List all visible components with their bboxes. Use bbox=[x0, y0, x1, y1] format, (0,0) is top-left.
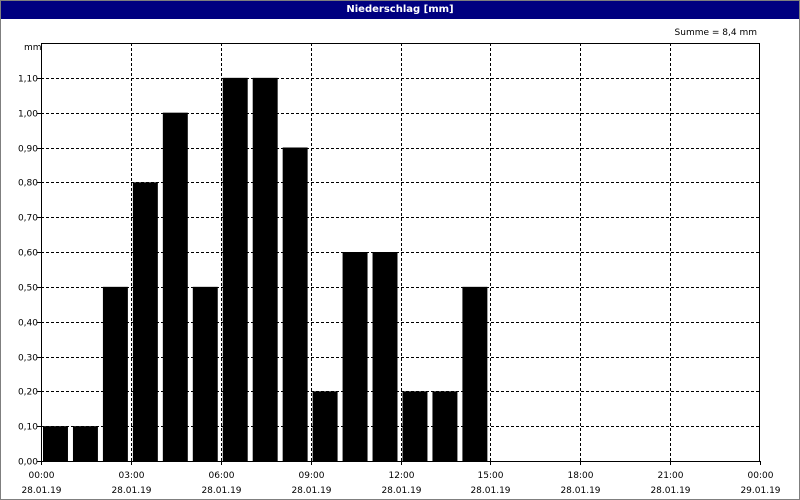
plot-frame bbox=[41, 43, 760, 462]
y-tick-label: 0,40 bbox=[18, 319, 38, 329]
precipitation-bar bbox=[162, 112, 188, 462]
x-tick-date-label: 28.01.19 bbox=[201, 486, 241, 496]
precipitation-bar bbox=[72, 426, 98, 461]
y-tick-label: 0,70 bbox=[18, 214, 38, 224]
precipitation-bar bbox=[102, 286, 128, 461]
y-axis-unit-label: mm bbox=[24, 43, 42, 53]
x-tick-time-label: 09:00 bbox=[299, 471, 325, 481]
precipitation-bar bbox=[432, 391, 458, 461]
precipitation-bar bbox=[252, 77, 278, 461]
precipitation-bar bbox=[132, 182, 158, 462]
y-tick-label: 1,00 bbox=[18, 110, 38, 120]
x-tick-time-label: 21:00 bbox=[658, 471, 684, 481]
y-tick-label: 0,60 bbox=[18, 249, 38, 259]
x-tick-time-label: 03:00 bbox=[119, 471, 145, 481]
x-tick-time-label: 06:00 bbox=[209, 471, 235, 481]
precipitation-bar bbox=[372, 252, 398, 461]
precipitation-bar bbox=[402, 391, 428, 461]
x-tick-date-label: 28.01.19 bbox=[560, 486, 600, 496]
x-tick-date-label: 28.01.19 bbox=[470, 486, 510, 496]
x-tick-time-label: 00:00 bbox=[29, 471, 55, 481]
precipitation-bar bbox=[43, 426, 68, 461]
window-title: Niederschlag [mm] bbox=[1, 1, 799, 19]
precipitation-bar bbox=[282, 147, 308, 461]
sum-annotation: Summe = 8,4 mm bbox=[675, 28, 757, 38]
x-tick-time-label: 00:00 bbox=[748, 471, 774, 481]
x-tick-date-label: 28.01.19 bbox=[291, 486, 331, 496]
x-tick-date-label: 28.01.19 bbox=[381, 486, 421, 496]
y-tick-label: 0,20 bbox=[18, 388, 38, 398]
precipitation-bar bbox=[342, 252, 368, 461]
y-tick-label: 0,10 bbox=[18, 423, 38, 433]
precipitation-bar bbox=[222, 77, 248, 461]
x-tick-date-label: 28.01.19 bbox=[111, 486, 151, 496]
y-tick-label: 0,30 bbox=[18, 354, 38, 364]
precipitation-bar bbox=[312, 391, 338, 461]
precipitation-bar bbox=[192, 286, 218, 461]
y-tick-label: 0,80 bbox=[18, 179, 38, 189]
y-tick-label: 0,50 bbox=[18, 284, 38, 294]
y-tick-label: 1,10 bbox=[18, 75, 38, 85]
x-tick-date-label: 28.01.19 bbox=[21, 486, 61, 496]
x-tick-time-label: 12:00 bbox=[389, 471, 415, 481]
x-tick-date-label: 28.01.19 bbox=[650, 486, 690, 496]
x-tick-date-label: 29.01.19 bbox=[740, 486, 780, 496]
y-tick-label: 0,00 bbox=[18, 458, 38, 468]
y-tick-label: 0,90 bbox=[18, 145, 38, 155]
x-tick-time-label: 18:00 bbox=[568, 471, 594, 481]
x-tick-time-label: 15:00 bbox=[478, 471, 504, 481]
precipitation-bar bbox=[462, 286, 488, 461]
